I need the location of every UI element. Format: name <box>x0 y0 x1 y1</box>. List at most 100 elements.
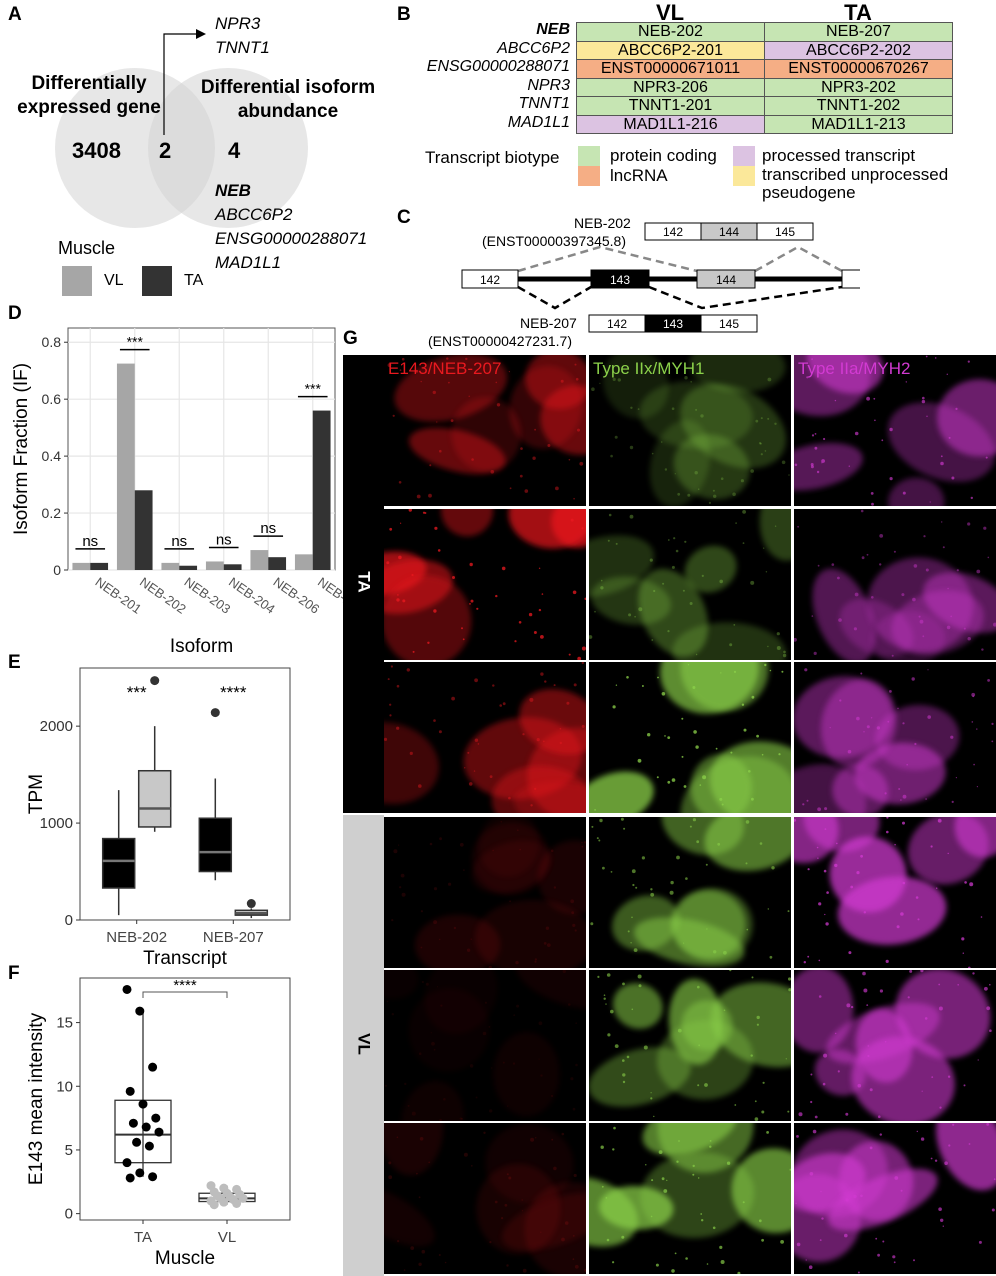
y-tick-label: 0.8 <box>42 334 62 350</box>
x-tick-label: NEB-207 <box>203 929 264 946</box>
y-tick-label: 5 <box>65 1142 73 1159</box>
group-label-ta: TA <box>354 571 374 593</box>
micrograph-tile <box>589 355 791 506</box>
exon-144-label: 144 <box>716 273 736 287</box>
neb207-name: NEB-207 <box>520 315 577 331</box>
table-cell-vl: NEB-202 <box>576 22 765 42</box>
micrograph-tile <box>384 817 586 968</box>
table-cell-ta: NPR3-202 <box>764 77 953 97</box>
y-tick-label: 0.4 <box>42 448 62 464</box>
table-gene-label: TNNT1 <box>518 95 570 112</box>
splice-line-202b <box>754 245 843 273</box>
x-axis-title: Muscle <box>155 1248 215 1269</box>
svg-text:145: 145 <box>775 225 795 239</box>
y-axis-title: TPM <box>26 774 47 814</box>
data-point <box>154 1127 164 1137</box>
biotype-swatch-processed <box>733 146 755 166</box>
overlap-gene-list: NPR3 TNNT1 <box>215 14 270 57</box>
significance-bracket <box>142 991 228 999</box>
y-tick-label: 1000 <box>40 815 73 832</box>
data-point <box>138 1099 148 1109</box>
x-tick-label: NEB-202 <box>106 929 167 946</box>
x-axis-title: Isoform <box>170 636 233 657</box>
table-cell-vl: NPR3-206 <box>576 77 765 97</box>
y-tick-label: 0 <box>65 1206 73 1223</box>
splice-line-207a <box>517 285 592 310</box>
table-gene-label: NPR3 <box>527 76 570 94</box>
biotype-label-pseudogene: transcribed unprocessed pseudogene <box>762 165 949 202</box>
table-cell-ta: MAD1L1-213 <box>764 114 953 134</box>
panel-label-c: C <box>397 207 411 228</box>
biotype-label-processed: processed transcript <box>762 146 916 165</box>
panel-label-a: A <box>8 4 22 25</box>
bar-vl <box>116 363 135 570</box>
neb207-transcript: 142 143 145 <box>588 314 758 333</box>
panel-label-d: D <box>8 303 22 324</box>
box-vl <box>137 769 172 828</box>
biotype-title: Transcript biotype <box>425 148 560 167</box>
exon-142-genomic <box>461 269 519 289</box>
svg-text:142: 142 <box>607 317 627 331</box>
neb207-id: (ENST00000427231.7) <box>428 333 572 349</box>
panel-label-g: G <box>343 328 358 349</box>
data-point <box>132 1137 142 1147</box>
neb202-transcript: 142 144 145 <box>644 222 814 241</box>
data-point <box>128 1118 138 1128</box>
data-point <box>238 1193 248 1203</box>
box-ta <box>101 837 136 889</box>
y-tick-label: 10 <box>56 1078 73 1095</box>
channel-label: Type IIx/MYH1 <box>593 359 705 378</box>
bar-ta <box>223 564 242 570</box>
panel-label-b: B <box>397 4 411 25</box>
micrograph-tile <box>384 355 586 506</box>
svg-text:142: 142 <box>663 225 683 239</box>
data-point <box>148 1172 158 1182</box>
venn-overlap-count: 2 <box>159 138 172 163</box>
legend-label-ta: TA <box>184 272 204 289</box>
micrograph-tile <box>794 970 996 1121</box>
data-point <box>125 1173 135 1183</box>
data-point <box>151 1113 161 1123</box>
table-gene-label: MAD1L1 <box>507 113 570 131</box>
table-gene-label: ENSG00000288071 <box>426 58 570 75</box>
data-point <box>135 1168 145 1178</box>
biotype-swatch-lncrna <box>578 166 600 186</box>
x-tick-label: NEB-207 <box>315 574 345 617</box>
channel-label: E143/NEB-207 <box>388 359 502 378</box>
x-tick-label: NEB-204 <box>226 574 278 617</box>
micrograph-tile <box>794 817 996 968</box>
svg-text:143: 143 <box>663 317 683 331</box>
x-tick-label: NEB-206 <box>271 574 323 617</box>
legend-label-vl: VL <box>104 272 124 289</box>
table-cell-vl: MAD1L1-216 <box>576 114 765 134</box>
outlier-point <box>246 899 256 909</box>
micrograph-tile <box>794 355 996 506</box>
bar-vl <box>72 562 91 570</box>
x-tick-label: NEB-203 <box>182 574 234 617</box>
micrograph-tile <box>589 1123 791 1274</box>
data-point <box>122 984 132 994</box>
bar-ta <box>268 557 287 570</box>
bar-vl <box>205 561 224 570</box>
venn-diagram <box>55 29 308 228</box>
right-gene-list: NEB ABCC6P2 ENSG00000288071 MAD1L1 <box>215 181 368 272</box>
y-axis-title: E143 mean intensity <box>26 1012 47 1185</box>
muscle-legend-title: Muscle <box>58 238 116 258</box>
y-tick-label: 0.2 <box>42 505 62 521</box>
neb202-id: (ENST00000397345.8) <box>482 233 626 249</box>
significance-label: *** <box>305 381 322 397</box>
exon-diagram: 142 143 144 145 <box>461 245 860 310</box>
micrograph-tile <box>589 509 791 660</box>
exon-142-label: 142 <box>480 273 500 287</box>
data-point <box>144 1141 154 1151</box>
venn-circle-right <box>148 68 308 228</box>
data-point <box>209 1200 219 1210</box>
bar-ta <box>90 562 109 570</box>
svg-text:145: 145 <box>719 317 739 331</box>
micrograph-grid: E143/NEB-207 Type IIx/MYH1 Type IIa/MYH2 <box>384 355 996 1276</box>
table-col-vl: VL <box>655 0 685 25</box>
bar-vl <box>250 550 269 570</box>
significance-label: **** <box>173 977 197 994</box>
data-point <box>125 1086 135 1096</box>
legend-swatch-vl <box>62 266 92 296</box>
